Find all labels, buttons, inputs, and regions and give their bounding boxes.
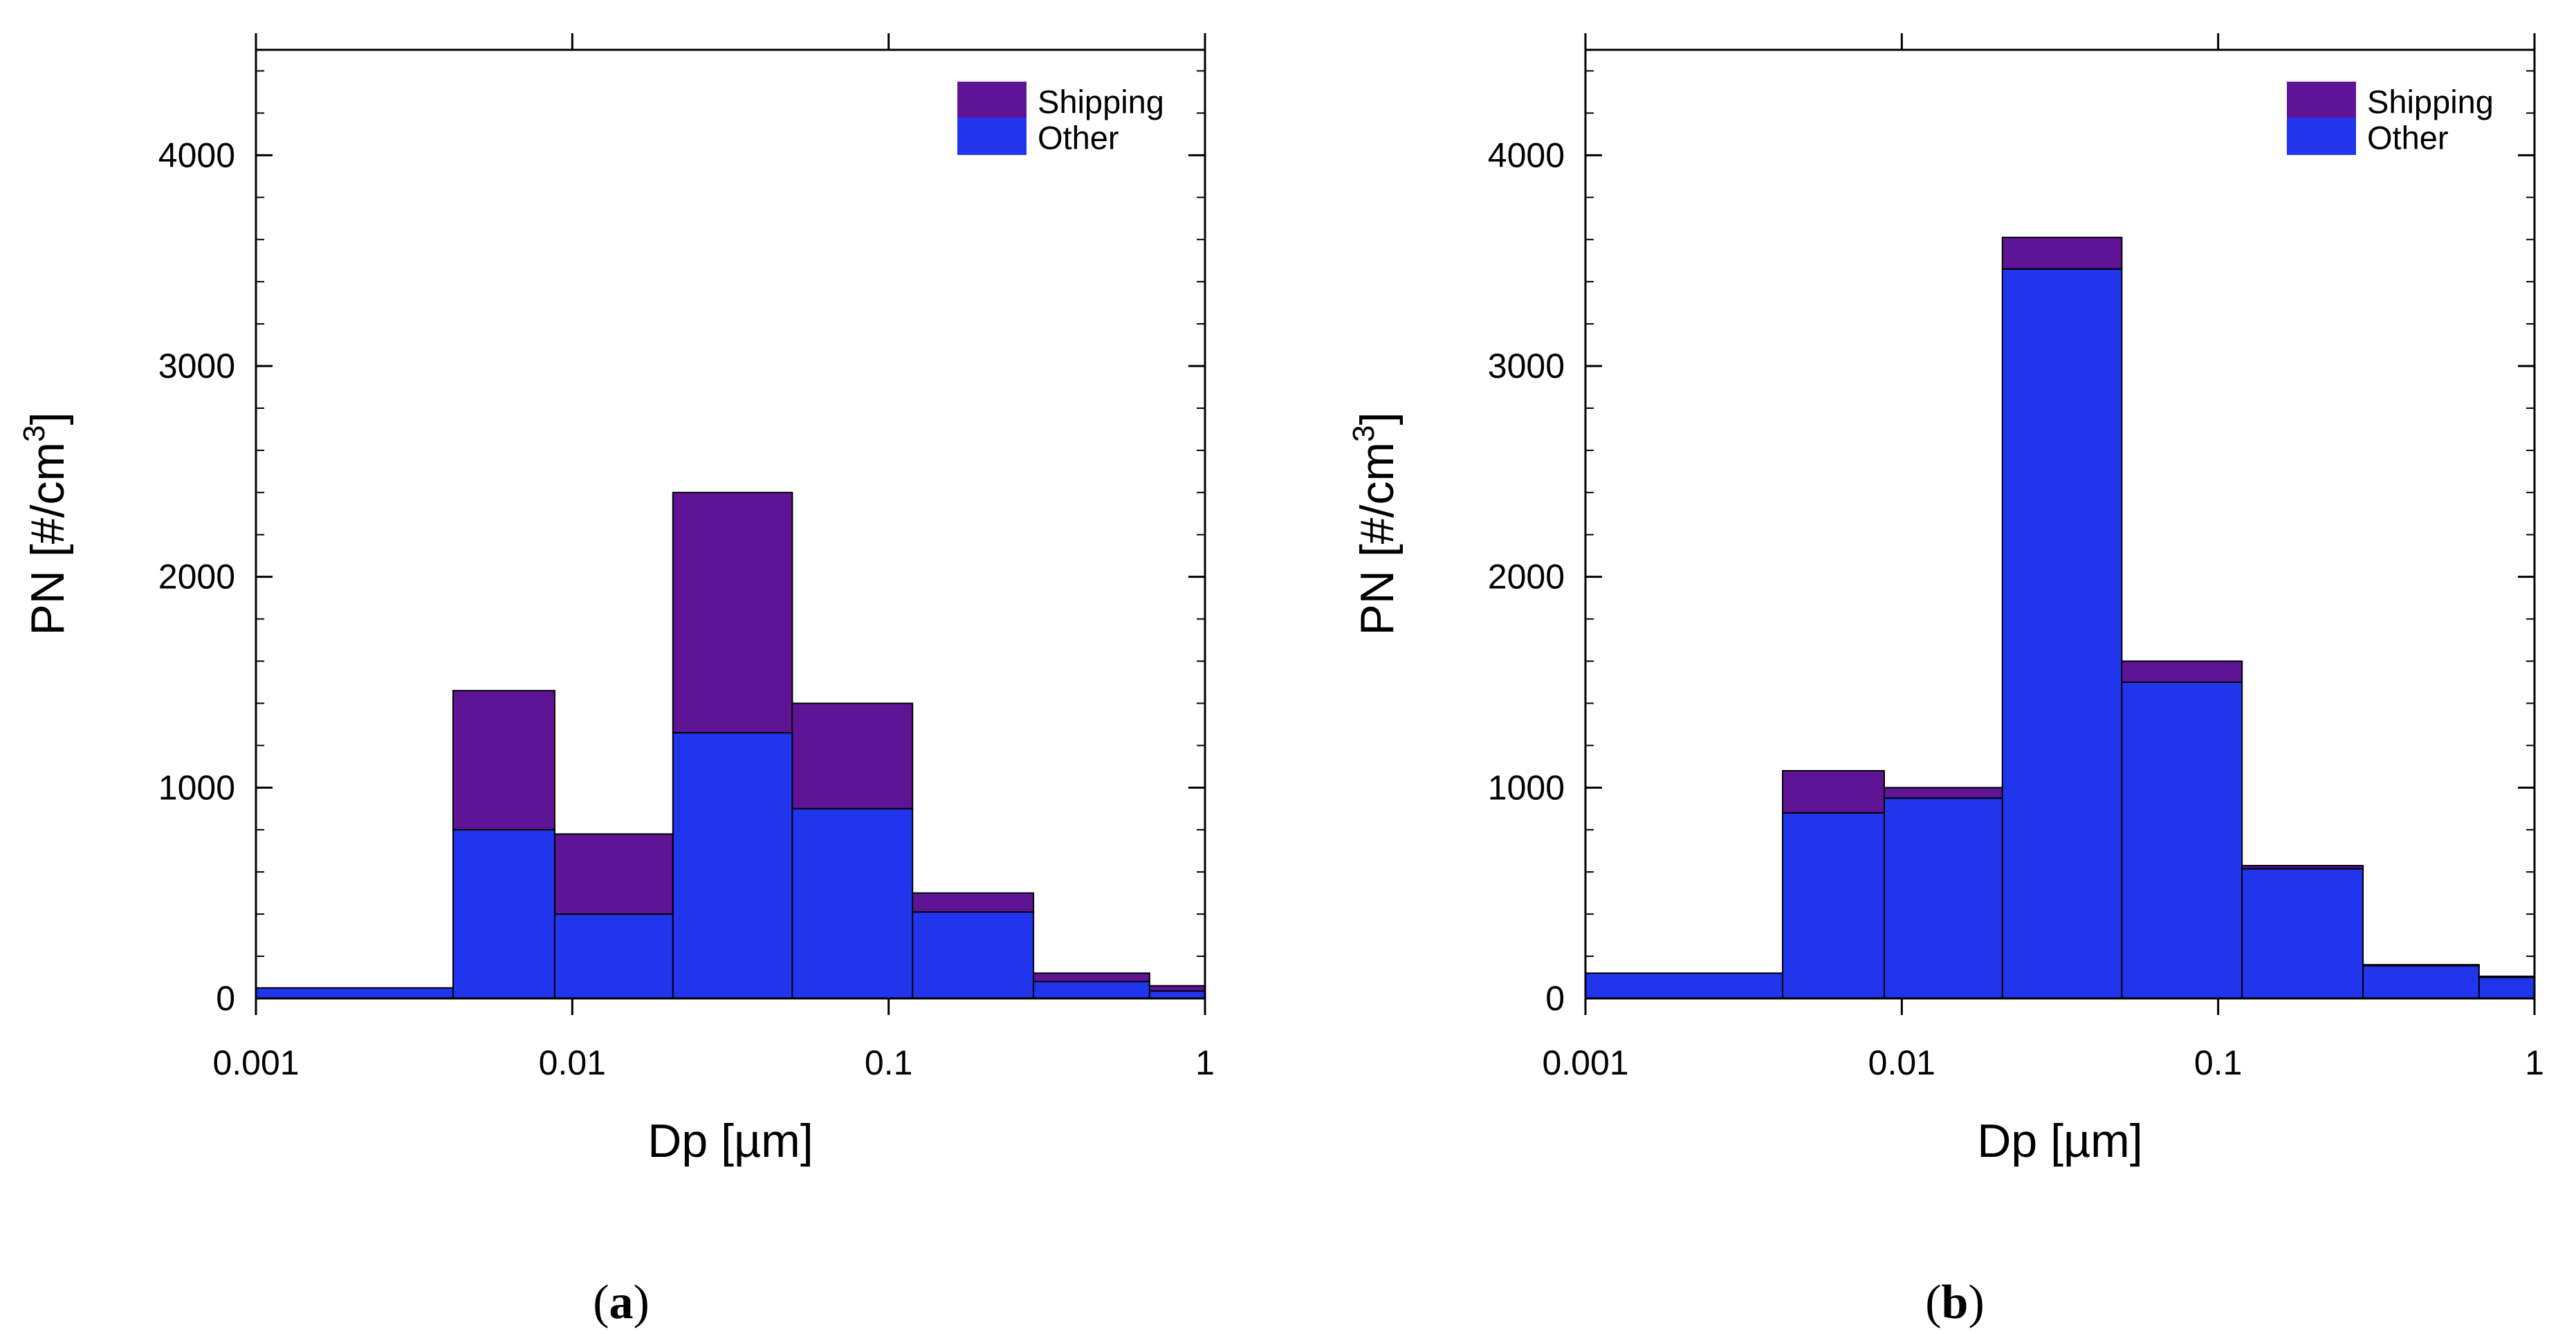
tick-marks (255, 33, 1206, 1015)
chart-panel-a: 0 1000 2000 3000 4000 0.001 0.01 0.1 1 Shipping … (17, 33, 1215, 1329)
x-tick-label: 0.001 (1542, 1043, 1628, 1082)
x-tick-label: 0.001 (212, 1043, 299, 1082)
bar-other (1585, 972, 1784, 999)
y-tick-label: 1000 (158, 768, 235, 807)
y-tick-label: 4000 (158, 136, 235, 174)
chart-panel-b: 0 1000 2000 3000 4000 0.001 0.01 0.1 1 Shipping … (1347, 33, 2544, 1329)
bar-shipping (2001, 237, 2123, 270)
bar-shipping (1033, 972, 1150, 983)
y-axis-label-end: ] (21, 412, 74, 426)
x-tick-label: 1 (1195, 1043, 1215, 1082)
y-tick-label: 4000 (1488, 136, 1565, 174)
bar-shipping (912, 892, 1035, 913)
tick-labels: 0 1000 2000 3000 4000 0.001 0.01 0.1 1 (1488, 136, 2544, 1082)
y-axis-label-superscript: 3 (17, 425, 51, 441)
bar-other (2478, 976, 2536, 999)
bar-other (1033, 980, 1150, 1000)
x-tick-label: 0.01 (1868, 1043, 1935, 1082)
bars-group (1585, 237, 2536, 999)
bar-other (2121, 682, 2243, 999)
bar-other (452, 829, 555, 1000)
bar-other (1782, 812, 1885, 999)
bar-other (1883, 797, 2003, 999)
y-axis-label-end: ] (1351, 412, 1404, 426)
legend-swatch-other (2287, 118, 2356, 155)
bar-other (2241, 868, 2364, 999)
bar-other (2001, 268, 2123, 999)
panel-caption-letter: a (609, 1276, 634, 1329)
x-axis-label: Dp [µm] (647, 1115, 813, 1167)
panel-caption-letter: b (1942, 1276, 1969, 1329)
bar-other (553, 913, 674, 999)
y-axis-label: PN [#/cm3] (1347, 412, 1404, 636)
legend-label-shipping: Shipping (2367, 84, 2494, 120)
plot-frame (255, 48, 1206, 1000)
bar-shipping (791, 702, 914, 810)
bar-shipping (1883, 787, 2003, 799)
bar-other (791, 807, 914, 1000)
legend-swatch-shipping (957, 82, 1027, 122)
bar-shipping (553, 833, 674, 915)
x-tick-label: 0.1 (2194, 1043, 2243, 1082)
plot-frame (1584, 48, 2536, 1000)
y-tick-label: 1000 (1488, 768, 1565, 807)
bars-group (255, 491, 1206, 1000)
bar-other (672, 732, 793, 999)
panel-caption: (a) (593, 1276, 650, 1329)
bar-other (255, 987, 454, 1000)
y-tick-label: 2000 (1488, 558, 1565, 596)
legend-swatch-shipping (2287, 82, 2356, 122)
legend: Shipping Other (2287, 82, 2494, 156)
bar-other (2362, 965, 2480, 999)
legend: Shipping Other (957, 82, 1164, 156)
y-tick-label: 0 (1545, 979, 1565, 1018)
legend-swatch-other (957, 118, 1027, 155)
y-tick-label: 3000 (1488, 347, 1565, 385)
tick-labels: 0 1000 2000 3000 4000 0.001 0.01 0.1 1 (158, 136, 1215, 1082)
y-tick-label: 3000 (158, 347, 235, 385)
y-axis-label-main: PN [#/cm (1351, 442, 1404, 636)
legend-label-other: Other (2367, 120, 2449, 156)
bar-shipping (672, 491, 793, 734)
bar-shipping (1782, 769, 1885, 814)
bar-other (1148, 990, 1206, 1000)
bar-shipping (2121, 660, 2243, 683)
x-axis-label: Dp [µm] (1977, 1115, 2142, 1167)
x-tick-label: 1 (2525, 1043, 2544, 1082)
y-tick-label: 2000 (158, 558, 235, 596)
panel-caption: (b) (1925, 1276, 1985, 1329)
legend-label-other: Other (1038, 120, 1119, 156)
bar-other (912, 911, 1035, 999)
x-tick-label: 0.01 (539, 1043, 606, 1082)
y-tick-label: 0 (216, 979, 235, 1018)
bar-shipping (452, 690, 555, 831)
x-tick-label: 0.1 (865, 1043, 913, 1082)
y-axis-label: PN [#/cm3] (17, 412, 74, 636)
legend-label-shipping: Shipping (1038, 84, 1164, 120)
bar-shipping (1148, 985, 1206, 992)
y-axis-label-main: PN [#/cm (21, 442, 74, 636)
y-axis-label-superscript: 3 (1347, 425, 1381, 441)
